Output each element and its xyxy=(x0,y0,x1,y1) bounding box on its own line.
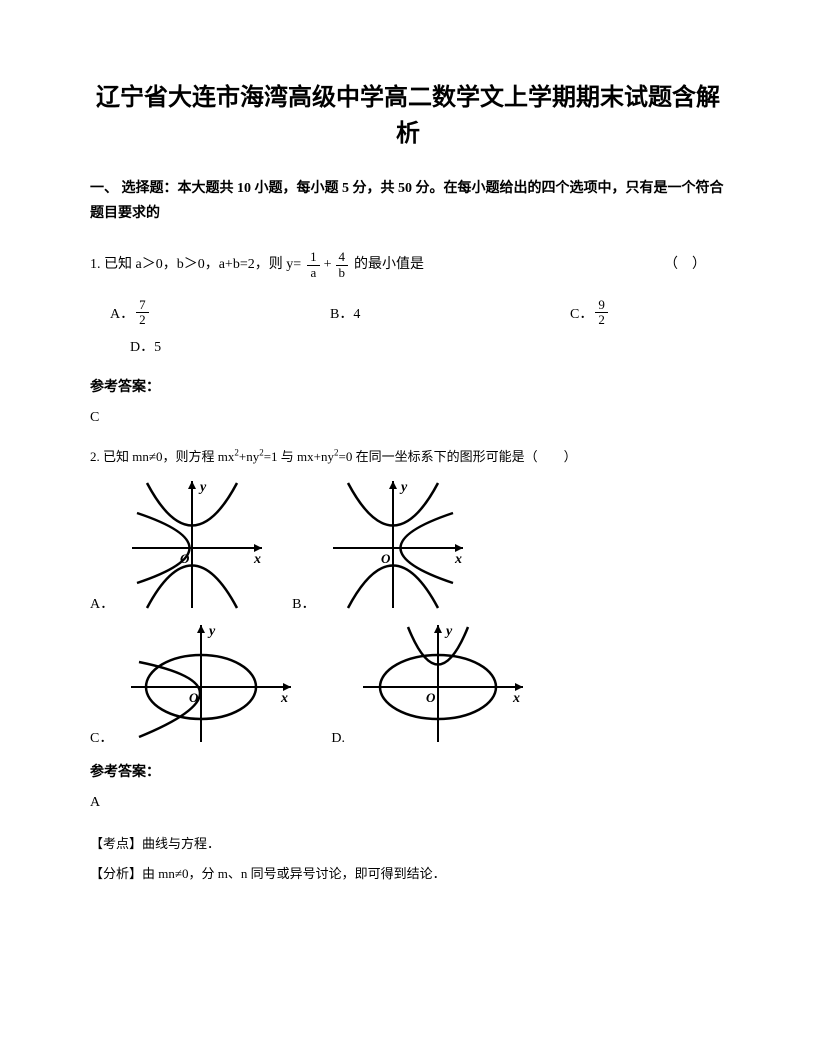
q2-p3: =1 与 mx+ny xyxy=(264,449,334,464)
frac-den: 2 xyxy=(136,313,149,327)
label-a: A． xyxy=(90,593,114,613)
option-c: C． 9 2 xyxy=(570,298,610,328)
option-b: B．4 xyxy=(330,303,570,323)
q1-options: A． 7 2 B．4 C． 9 2 xyxy=(90,298,726,328)
svg-text:O: O xyxy=(381,551,391,566)
opt-label: B．4 xyxy=(330,303,360,323)
question-1: 1. 已知 a＞0，b＞0，a+b=2，则 y= 1 a + 4 b 的最小值是… xyxy=(90,250,726,280)
svg-text:x: x xyxy=(280,691,288,706)
graph-row-ab: A． y x O B． y x O xyxy=(90,473,726,613)
graph-c: y x O xyxy=(121,617,301,747)
opt-label: A． xyxy=(110,303,134,323)
graph-row-cd: C． y x O D. y x O xyxy=(90,617,726,747)
option-a: A． 7 2 xyxy=(110,298,330,328)
svg-text:x: x xyxy=(454,552,462,567)
label-c: C． xyxy=(90,727,113,747)
frac-den: a xyxy=(307,266,319,280)
page-title: 辽宁省大连市海湾高级中学高二数学文上学期期末试题含解析 xyxy=(90,80,726,152)
label-b: B． xyxy=(292,593,315,613)
q1-answer: C xyxy=(90,410,726,426)
analysis-2: 【分析】由 mn≠0，分 m、n 同号或异号讨论，即可得到结论． xyxy=(90,861,726,887)
q1-suffix: 的最小值是 xyxy=(354,251,424,279)
frac-num: 4 xyxy=(336,250,349,265)
svg-text:y: y xyxy=(444,624,453,639)
answer-label-2: 参考答案： xyxy=(90,761,726,781)
option-d: D．5 xyxy=(130,336,726,356)
graph-a: y x O xyxy=(122,473,272,613)
frac-num: 1 xyxy=(307,250,320,265)
svg-text:y: y xyxy=(207,624,216,639)
q2-p4: =0 在同一坐标系下的图形可能是（ ） xyxy=(338,449,576,464)
frac-num: 7 xyxy=(136,298,149,313)
q1-prefix: 1. 已知 a＞0，b＞0，a+b=2，则 y= xyxy=(90,251,301,279)
question-2: 2. 已知 mn≠0，则方程 mx2+ny2=1 与 mx+ny2=0 在同一坐… xyxy=(90,446,726,465)
frac-num: 9 xyxy=(595,298,608,313)
q2-p1: 2. 已知 mn≠0，则方程 mx xyxy=(90,449,234,464)
q2-answer: A xyxy=(90,795,726,811)
section-header: 一、 选择题：本大题共 10 小题，每小题 5 分，共 50 分。在每小题给出的… xyxy=(90,176,726,226)
graph-b: y x O xyxy=(323,473,473,613)
answer-label: 参考答案： xyxy=(90,376,726,396)
svg-text:x: x xyxy=(253,552,261,567)
svg-text:y: y xyxy=(198,480,207,495)
q1-frac2: 4 b xyxy=(336,250,349,280)
analysis-1: 【考点】曲线与方程． xyxy=(90,831,726,857)
opt-c-frac: 9 2 xyxy=(595,298,608,328)
q1-frac1: 1 a xyxy=(307,250,320,280)
svg-text:O: O xyxy=(426,690,436,705)
svg-text:x: x xyxy=(512,691,520,706)
q2-p2: +ny xyxy=(239,449,259,464)
graph-d: y x O xyxy=(353,617,533,747)
opt-label: C． xyxy=(570,303,593,323)
q1-paren: （ ） xyxy=(664,251,706,279)
frac-den: b xyxy=(336,266,349,280)
plus-sign: + xyxy=(324,251,332,279)
label-d: D. xyxy=(331,731,345,747)
svg-text:y: y xyxy=(399,480,408,495)
opt-a-frac: 7 2 xyxy=(136,298,149,328)
frac-den: 2 xyxy=(595,313,608,327)
